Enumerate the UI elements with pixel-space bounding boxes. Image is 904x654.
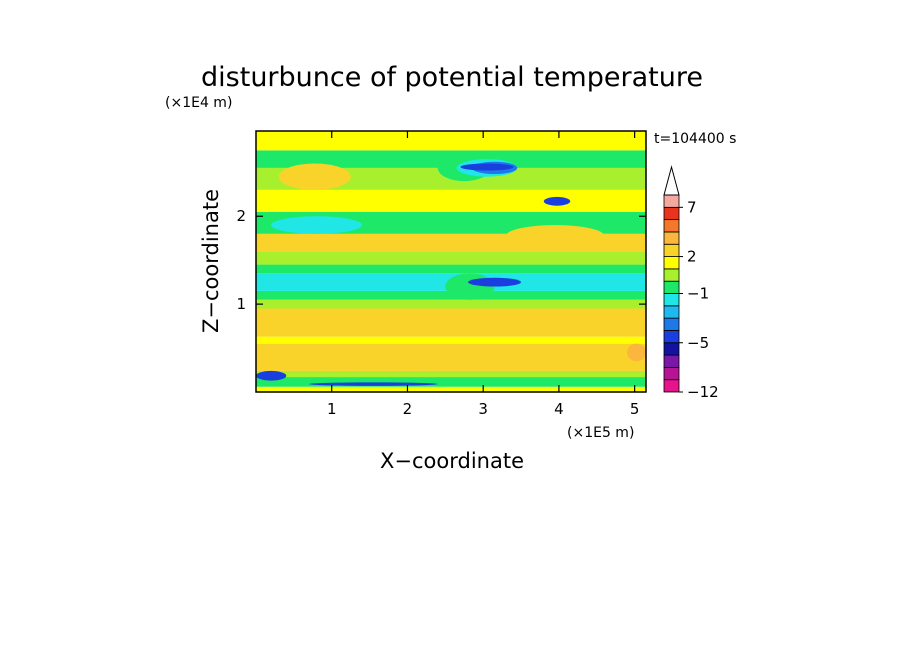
- x-tick-label: 5: [630, 400, 640, 418]
- x-axis-unit: (×1E5 m): [567, 425, 634, 441]
- time-label: t=104400 s: [654, 131, 736, 147]
- colorbar-swatch: [663, 342, 680, 356]
- x-tick-label: 4: [554, 400, 564, 418]
- field-band: [256, 131, 646, 151]
- field-band: [256, 264, 646, 274]
- y-axis-unit: (×1E4 m): [165, 95, 232, 111]
- field-feature: [445, 273, 495, 300]
- plot-frame: [255, 130, 647, 393]
- y-axis-ticks: 12: [236, 207, 646, 313]
- colorbar-swatch: [663, 243, 680, 257]
- colorbar-swatch: [663, 330, 680, 344]
- field-feature: [468, 277, 522, 287]
- field-band: [256, 189, 646, 212]
- colorbar-label: 7: [687, 198, 697, 216]
- y-tick-label: 2: [236, 207, 246, 225]
- colorbar-label: −5: [687, 334, 709, 352]
- field-feature: [278, 163, 351, 190]
- field-band: [256, 343, 646, 371]
- colorbar-swatch: [663, 366, 680, 381]
- field-band: [256, 299, 646, 309]
- field-band: [256, 370, 646, 378]
- field-feature: [505, 225, 605, 247]
- field-feature: [309, 382, 438, 386]
- field-feature: [271, 216, 363, 234]
- field-band: [256, 377, 646, 387]
- field-band: [256, 290, 646, 300]
- field-band: [256, 386, 646, 392]
- colorbar-swatch: [663, 280, 680, 294]
- x-tick-label: 1: [327, 400, 337, 418]
- field-band: [256, 308, 646, 337]
- colorbar-swatch: [663, 354, 680, 368]
- colorbar-label: 2: [687, 248, 697, 266]
- colorbar-swatch: [663, 219, 680, 233]
- field-feature: [460, 163, 514, 171]
- colorbar-swatch: [663, 231, 680, 245]
- colorbar-swatch: [663, 256, 680, 270]
- colorbar-swatch: [663, 206, 680, 221]
- colorbar: −12−5−127: [663, 165, 719, 401]
- x-tick-label: 2: [403, 400, 413, 418]
- colorbar-swatch: [663, 305, 680, 319]
- y-tick-label: 1: [236, 295, 246, 313]
- field-band: [256, 336, 646, 344]
- field-feature: [256, 370, 287, 381]
- x-axis-title: X−coordinate: [380, 449, 524, 473]
- field-feature: [627, 343, 646, 362]
- colorbar-swatch: [663, 293, 680, 307]
- colorbar-swatch: [663, 379, 680, 393]
- plot-area: [256, 131, 646, 392]
- colorbar-swatch: [663, 194, 680, 208]
- x-tick-label: 3: [478, 400, 488, 418]
- colorbar-label: −12: [687, 383, 719, 401]
- x-axis-ticks: 1 2 3 4 5: [327, 131, 639, 418]
- y-axis-title: Z−coordinate: [199, 189, 223, 333]
- colorbar-swatch: [663, 317, 680, 331]
- colorbar-extend-triangle: [663, 165, 680, 196]
- field-band: [256, 251, 646, 265]
- colorbar-label: −1: [687, 285, 709, 303]
- colorbar-swatch: [663, 268, 680, 282]
- chart-title: disturbunce of potential temperature: [201, 62, 703, 93]
- field-feature: [543, 196, 571, 206]
